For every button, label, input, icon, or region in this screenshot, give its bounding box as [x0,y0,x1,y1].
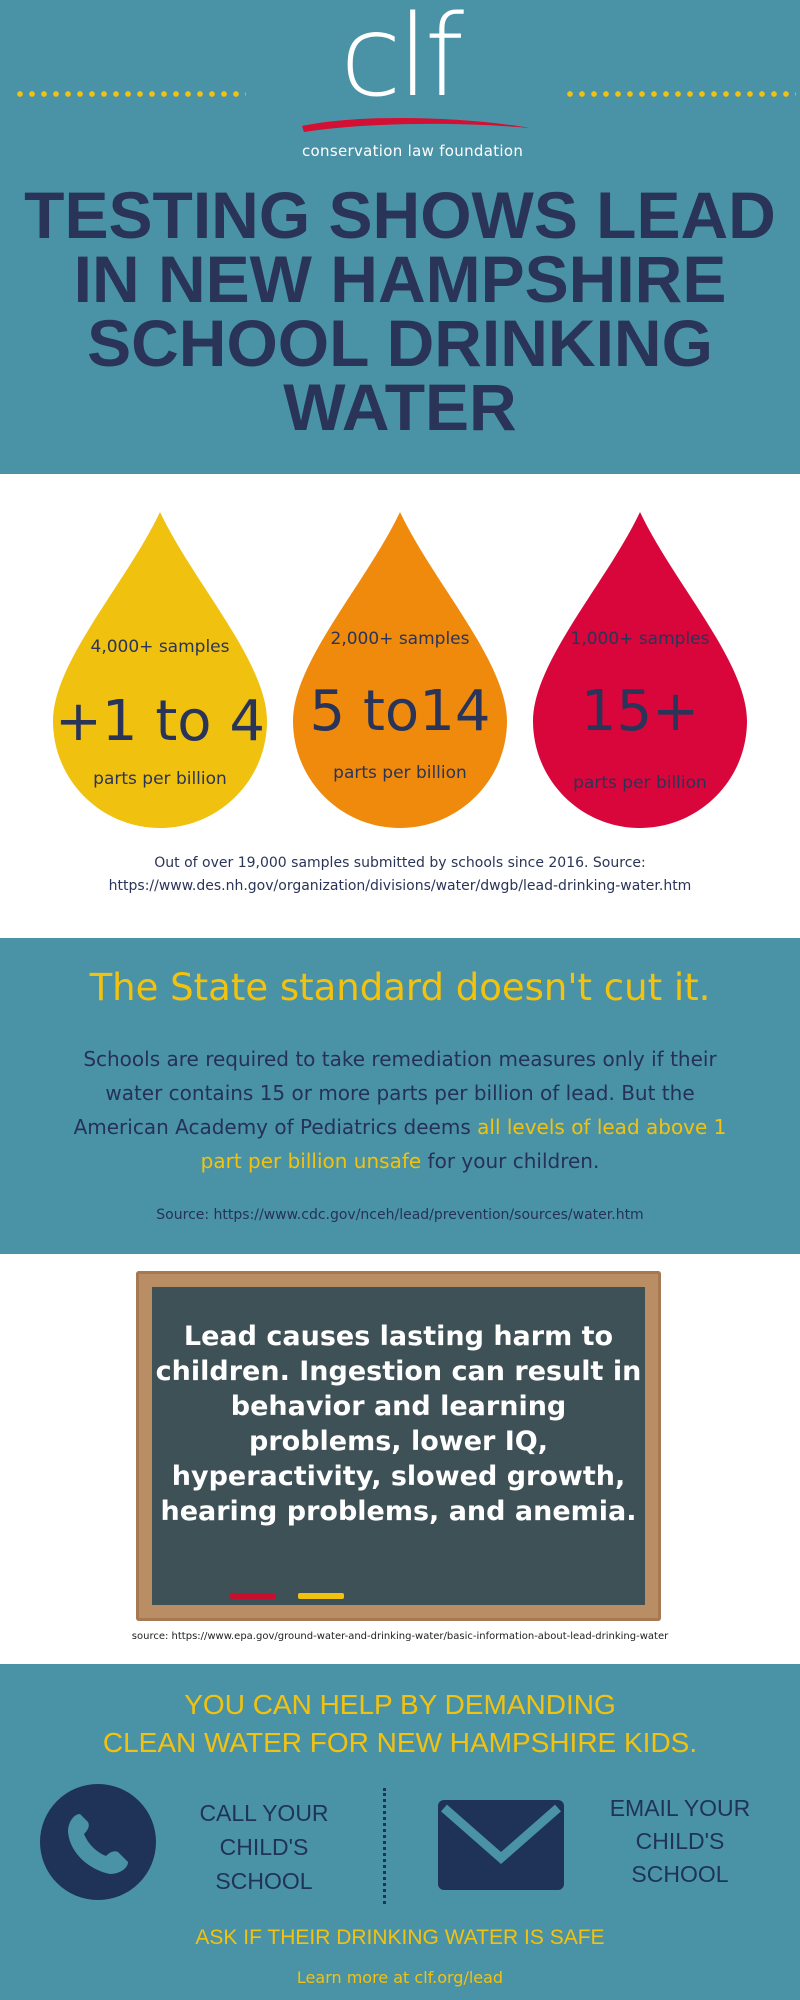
ask-text: ASK IF THEIR DRINKING WATER IS SAFE [195,1926,605,1949]
logo-swoosh-icon [302,117,530,132]
drop-low-range: +1 to 4 [55,689,265,754]
chalkboard-section: Lead causes lasting harm to children. In… [0,1254,800,1664]
standard-body: Schools are required to take remediation… [60,1042,740,1178]
red-chalk-icon [230,1593,276,1599]
help-section: YOU CAN HELP BY DEMANDING CLEAN WATER FO… [0,1664,800,2000]
phone-icon [40,1784,156,1900]
drop-mid-unit: parts per billion [333,763,467,783]
drop-low-samples: 4,000+ samples [90,637,230,657]
drop-high: 1,000+ samples 15+ parts per billion [533,512,747,828]
standard-source: Source: https://www.cdc.gov/nceh/lead/pr… [156,1207,644,1223]
drop-low: 4,000+ samples +1 to 4 parts per billion [53,512,267,828]
drop-mid: 2,000+ samples 5 to14 parts per billion [293,512,507,828]
org-name: conservation law foundation [302,142,524,160]
drop-low-shape [53,512,267,828]
standard-section: The State standard doesn't cut it. Schoo… [0,938,800,1254]
standard-title: The State standard doesn't cut it. [89,966,711,1009]
chalkboard-frame: Lead causes lasting harm to children. In… [136,1271,661,1621]
drop-low-unit: parts per billion [93,769,227,789]
divider [383,1788,386,1904]
drop-high-shape [533,512,747,828]
standard-highlight: all levels of lead above 1 part per bill… [200,1115,727,1173]
drops-caption: Out of over 19,000 samples submitted by … [108,855,692,894]
logo: clf [339,0,464,122]
learn-more-link[interactable]: Learn more at clf.org/lead [296,1968,504,1987]
drops-section: 4,000+ samples +1 to 4 parts per billion… [0,474,800,938]
drop-high-samples: 1,000+ samples [570,629,710,649]
help-title-line2: CLEAN WATER FOR NEW HAMPSHIRE KIDS. [102,1727,698,1758]
dotted-line-right [564,91,796,97]
email-school-text: EMAIL YOUR CHILD'S SCHOOL [609,1795,751,1887]
drop-mid-shape [293,512,507,828]
help-title-line1: YOU CAN HELP BY DEMANDING [184,1689,616,1720]
mail-icon [438,1800,564,1890]
standard-body-text: Schools are required to take remediation… [73,1047,717,1139]
chalkboard-source: source: https://www.epa.gov/ground-water… [131,1631,669,1642]
headline: TESTING SHOWS LEAD IN NEW HAMPSHIRE SCHO… [24,178,776,444]
header-section: clf conservation law foundation TESTING … [0,0,800,474]
drop-high-range: 15+ [580,679,700,744]
call-school-text: CALL YOUR CHILD'S SCHOOL [199,1800,329,1894]
drop-mid-range: 5 to14 [309,679,491,744]
drop-mid-samples: 2,000+ samples [330,629,470,649]
drop-high-unit: parts per billion [573,773,707,793]
dotted-line-left [14,91,246,97]
standard-body-end: for your children. [421,1149,600,1173]
chalkboard-text: Lead causes lasting harm to children. In… [155,1321,642,1527]
chalkboard: Lead causes lasting harm to children. In… [152,1287,645,1605]
help-title: YOU CAN HELP BY DEMANDING CLEAN WATER FO… [0,1686,800,1762]
yellow-chalk-icon [298,1593,344,1599]
